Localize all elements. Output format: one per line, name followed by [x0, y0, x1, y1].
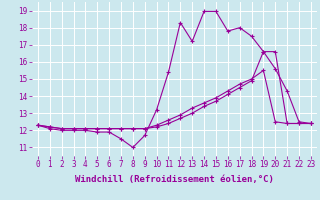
X-axis label: Windchill (Refroidissement éolien,°C): Windchill (Refroidissement éolien,°C) [75, 175, 274, 184]
